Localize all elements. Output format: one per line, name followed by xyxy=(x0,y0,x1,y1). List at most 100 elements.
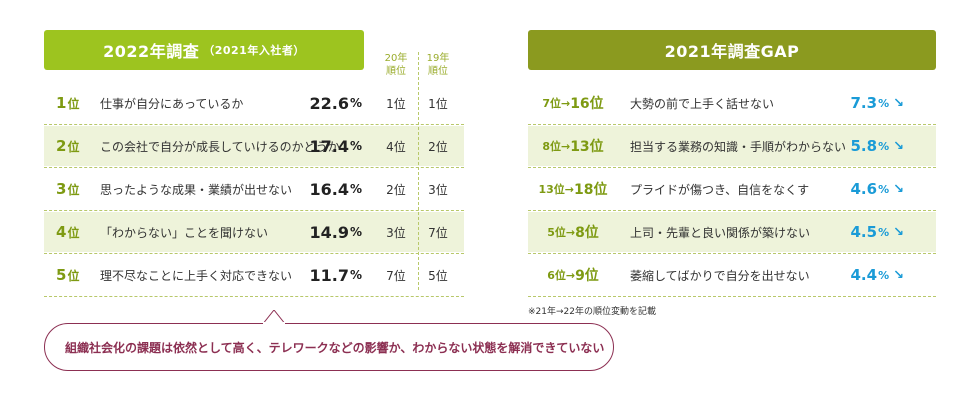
rank-to: 9位 xyxy=(575,268,599,284)
col-header-2020: 20年 順位 xyxy=(376,52,416,78)
gap-unit: % xyxy=(878,182,890,196)
rank-2020: 4位 xyxy=(386,139,406,154)
percent-value: 11.7% xyxy=(292,255,362,295)
col-header-2019: 19年 順位 xyxy=(418,52,458,78)
rank-to: 13位 xyxy=(570,139,604,155)
rank-unit: 位 xyxy=(67,96,80,111)
callout-tail xyxy=(262,310,286,325)
table-row xyxy=(528,126,936,166)
rank-2019: 5位 xyxy=(428,268,448,283)
row-label: 理不尽なことに上手く対応できない xyxy=(100,268,293,283)
rank-number: 4 xyxy=(56,223,67,241)
row-label: 担当する業務の知識・手順がわからない xyxy=(630,139,847,154)
rank-arrow: → xyxy=(564,182,575,196)
row-label: 仕事が自分にあっているか xyxy=(100,96,244,111)
footnote: ※21年→22年の順位変動を記載 xyxy=(528,307,656,317)
rank-arrow: → xyxy=(565,268,576,282)
table-row xyxy=(44,126,464,166)
row-label: 上司・先輩と良い関係が築けない xyxy=(630,225,811,240)
rank-arrow: → xyxy=(560,139,571,153)
row-label: この会社で自分が成長していけるのかどうか xyxy=(100,139,340,154)
down-arrow-icon: ↘ xyxy=(893,267,904,283)
rank-change: 13位 → 18位 xyxy=(528,169,618,209)
down-arrow-icon: ↘ xyxy=(893,224,904,240)
rank-2019: 1位 xyxy=(428,96,448,111)
percent-number: 22.6 xyxy=(309,93,349,113)
rank-2020: 1位 xyxy=(386,96,406,111)
row-divider xyxy=(44,296,464,297)
left-table-subtitle: （2021年入社者） xyxy=(203,44,305,57)
percent-unit: % xyxy=(349,96,362,110)
row-label: プライドが傷つき、自信をなくす xyxy=(630,182,810,197)
percent-value: 22.6% xyxy=(292,83,362,123)
row-divider xyxy=(528,124,936,125)
percent-number: 11.7 xyxy=(309,265,349,285)
percent-unit: % xyxy=(349,139,362,153)
row-label: 萎縮してばかりで自分を出せない xyxy=(630,268,810,283)
row-label: 「わからない」ことを聞けない xyxy=(100,225,269,240)
row-divider xyxy=(528,296,936,297)
rank-from: 13位 xyxy=(538,183,565,196)
rank-arrow: → xyxy=(560,96,571,110)
gap-unit: % xyxy=(878,225,890,239)
gap-value: 4.4% ↘ xyxy=(834,255,904,295)
rank-to: 16位 xyxy=(570,96,604,112)
table-row xyxy=(528,212,936,252)
rank-2020: 2位 xyxy=(386,182,406,197)
right-table-title: 2021年調査GAP xyxy=(664,42,800,61)
row-label: 思ったような成果・業績が出せない xyxy=(100,182,293,197)
gap-value: 5.8% ↘ xyxy=(834,126,904,166)
gap-unit: % xyxy=(878,139,890,153)
gap-unit: % xyxy=(878,268,890,282)
gap-number: 4.6 xyxy=(850,180,878,198)
percent-unit: % xyxy=(349,182,362,196)
row-divider xyxy=(44,210,464,211)
column-separator xyxy=(418,52,419,290)
rank-2019: 2位 xyxy=(428,139,448,154)
rank-number: 1 xyxy=(56,94,67,112)
down-arrow-icon: ↘ xyxy=(893,95,904,111)
rank-number: 2 xyxy=(56,137,67,155)
rank-from: 6位 xyxy=(547,269,566,282)
gap-number: 5.8 xyxy=(850,137,878,155)
gap-number: 7.3 xyxy=(850,94,878,112)
rank-from: 8位 xyxy=(542,140,561,153)
callout-bubble: 組織社会化の課題は依然として高く、テレワークなどの影響か、わからない状態を解消で… xyxy=(44,323,614,371)
rank-to: 8位 xyxy=(575,225,599,241)
rank-change: 6位 → 9位 xyxy=(528,255,618,295)
down-arrow-icon: ↘ xyxy=(893,181,904,197)
row-divider xyxy=(44,167,464,168)
gap-number: 4.4 xyxy=(850,266,878,284)
rank-unit: 位 xyxy=(67,225,80,240)
rank-from: 5位 xyxy=(547,226,566,239)
row-divider xyxy=(44,253,464,254)
col-header-2020-text: 20年 順位 xyxy=(384,53,408,77)
table-row xyxy=(44,212,464,252)
percent-unit: % xyxy=(349,225,362,239)
rank-arrow: → xyxy=(565,225,576,239)
rank-from: 7位 xyxy=(542,97,561,110)
percent-value: 16.4% xyxy=(292,169,362,209)
rank-to: 18位 xyxy=(574,182,608,198)
percent-number: 16.4 xyxy=(309,179,349,199)
percent-unit: % xyxy=(349,268,362,282)
left-table-title: 2022年調査 xyxy=(103,42,200,61)
rank-unit: 位 xyxy=(67,268,80,283)
rank-2020: 3位 xyxy=(386,225,406,240)
left-table-header: 2022年調査 （2021年入社者） xyxy=(44,30,364,70)
row-divider xyxy=(528,210,936,211)
rank-change: 5位 → 8位 xyxy=(528,212,618,252)
callout-text: 組織社会化の課題は依然として高く、テレワークなどの影響か、わからない状態を解消で… xyxy=(65,340,605,355)
row-divider xyxy=(44,124,464,125)
rank-unit: 位 xyxy=(67,139,80,154)
gap-unit: % xyxy=(878,96,890,110)
rank-2020: 7位 xyxy=(386,268,406,283)
percent-value: 14.9% xyxy=(292,212,362,252)
gap-value: 4.5% ↘ xyxy=(834,212,904,252)
rank-2019: 7位 xyxy=(428,225,448,240)
col-header-2019-text: 19年 順位 xyxy=(426,53,450,77)
